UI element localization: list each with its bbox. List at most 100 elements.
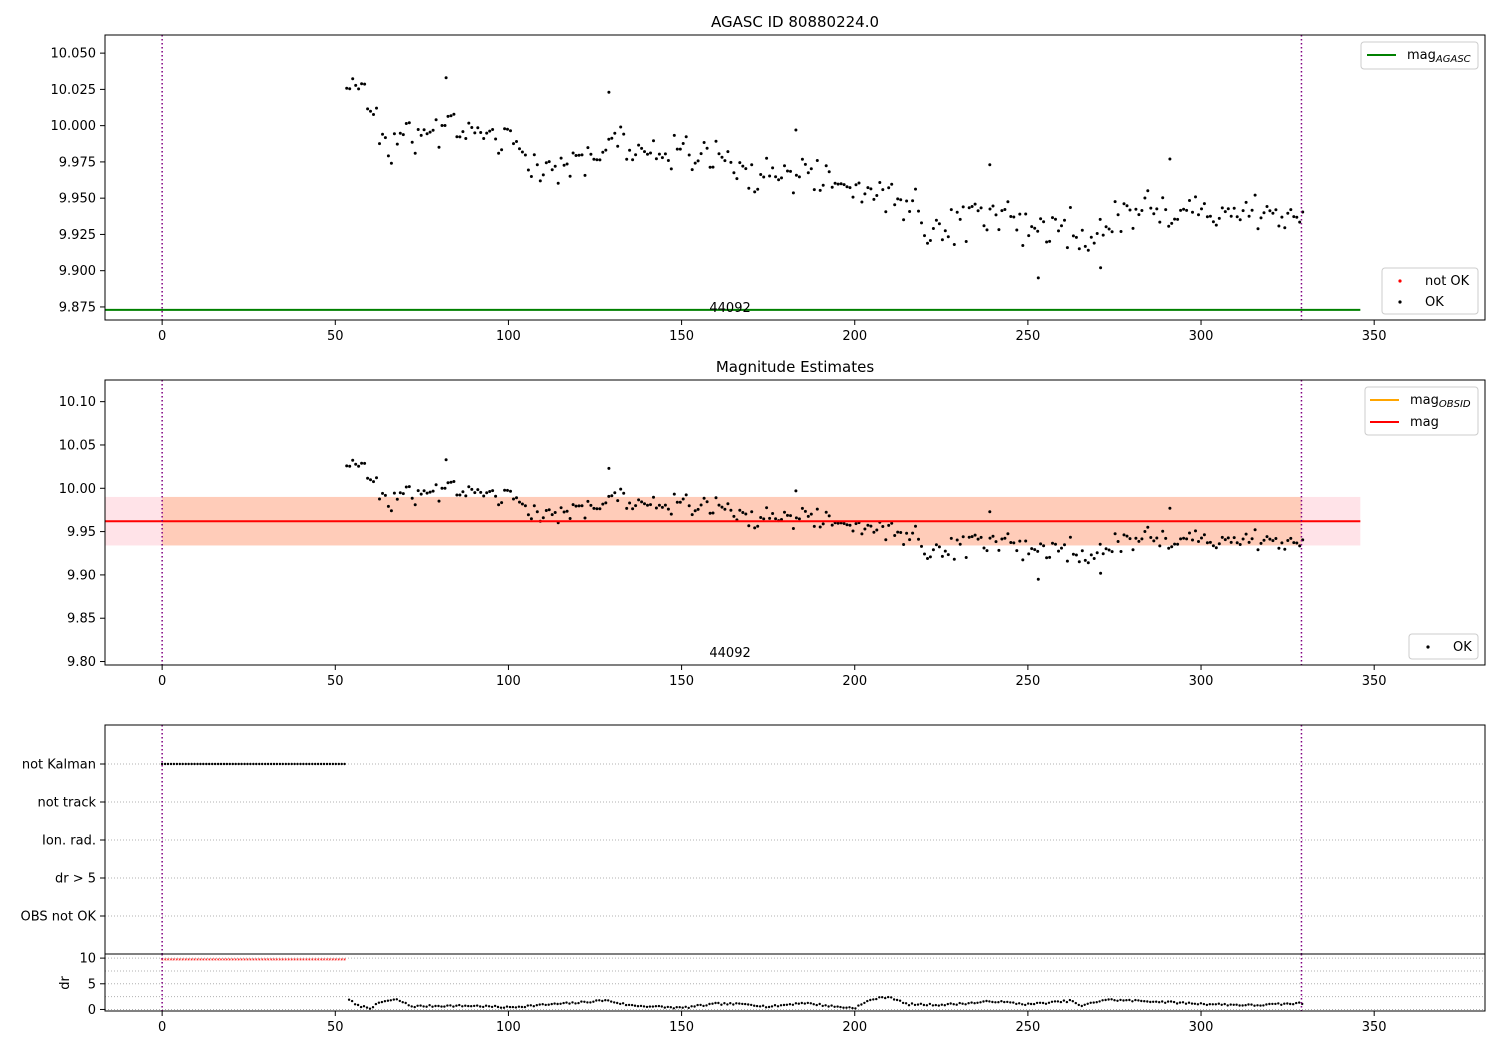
capped-dr-marker: * bbox=[255, 958, 258, 965]
dr-point bbox=[392, 998, 395, 1001]
y-tick-label: 5 bbox=[88, 977, 96, 992]
dr-point bbox=[681, 1006, 684, 1009]
data-point bbox=[699, 152, 703, 156]
data-point bbox=[928, 239, 932, 242]
data-point bbox=[455, 493, 459, 497]
data-point bbox=[845, 523, 849, 527]
y-tick-label: 10.025 bbox=[51, 83, 97, 98]
data-point bbox=[607, 494, 611, 498]
data-point bbox=[416, 128, 420, 131]
data-point bbox=[425, 491, 429, 495]
dr-point bbox=[1122, 999, 1125, 1002]
data-point bbox=[1098, 217, 1102, 221]
dr-point bbox=[452, 1005, 455, 1008]
capped-dr-marker: * bbox=[234, 958, 237, 965]
data-point bbox=[592, 157, 596, 161]
dr-point bbox=[604, 999, 607, 1002]
data-point bbox=[1086, 248, 1090, 252]
data-point bbox=[928, 555, 932, 559]
flag-point bbox=[322, 762, 326, 766]
data-point bbox=[523, 153, 527, 157]
y-tick-label: 10.05 bbox=[59, 438, 96, 453]
data-point bbox=[949, 208, 953, 212]
data-point bbox=[1229, 540, 1233, 544]
dr-point bbox=[476, 1004, 479, 1007]
data-point bbox=[404, 485, 408, 489]
dr-point bbox=[532, 1005, 535, 1008]
data-point bbox=[1030, 547, 1034, 551]
data-point bbox=[1122, 202, 1126, 206]
data-point bbox=[547, 508, 551, 512]
dr-point bbox=[1131, 1000, 1134, 1003]
dr-point bbox=[565, 1001, 568, 1004]
data-point bbox=[875, 194, 879, 197]
capped-dr-marker: * bbox=[184, 958, 187, 965]
flag-point bbox=[258, 762, 261, 766]
data-point bbox=[809, 512, 813, 516]
data-point bbox=[744, 167, 748, 171]
flag-point bbox=[240, 762, 243, 766]
capped-dr-marker: * bbox=[308, 958, 311, 965]
capped-dr-marker: * bbox=[181, 958, 184, 965]
data-point bbox=[366, 107, 370, 111]
x-tick-label: 300 bbox=[1189, 329, 1214, 344]
data-point bbox=[1122, 533, 1126, 537]
data-point bbox=[943, 549, 947, 553]
data-point bbox=[1271, 211, 1275, 215]
data-point bbox=[1223, 210, 1227, 214]
flag-point bbox=[234, 762, 237, 766]
data-point bbox=[1092, 557, 1096, 560]
flag-point bbox=[163, 762, 167, 766]
data-point bbox=[625, 157, 629, 161]
data-point bbox=[619, 487, 623, 491]
dr-point bbox=[404, 1001, 407, 1005]
dr-point bbox=[776, 1005, 780, 1008]
data-point bbox=[1295, 215, 1299, 219]
dr-point bbox=[952, 1003, 955, 1006]
data-point bbox=[422, 489, 426, 493]
data-point bbox=[428, 490, 432, 494]
data-point bbox=[1000, 209, 1004, 213]
data-point bbox=[1274, 208, 1278, 212]
panel-agasc: AGASC ID 80880224.0 0 50 100 150 200 250 300 35… bbox=[51, 13, 1486, 344]
data-point bbox=[678, 500, 682, 504]
dr-point bbox=[666, 1005, 669, 1009]
dr-point bbox=[1149, 1000, 1152, 1004]
flag-point bbox=[343, 762, 346, 766]
data-point bbox=[732, 171, 736, 175]
data-point bbox=[515, 140, 518, 143]
data-point bbox=[1113, 200, 1117, 204]
data-point bbox=[660, 505, 664, 509]
dr-point bbox=[696, 1003, 699, 1007]
data-point bbox=[1042, 220, 1046, 224]
dr-point bbox=[678, 1006, 681, 1009]
dr-point bbox=[955, 1003, 958, 1006]
data-point bbox=[1247, 214, 1251, 218]
y-tick-label: 9.900 bbox=[59, 264, 96, 279]
data-point bbox=[1182, 207, 1186, 211]
data-point bbox=[934, 218, 938, 222]
flag-point bbox=[266, 762, 270, 766]
data-point bbox=[911, 199, 915, 203]
data-point bbox=[875, 528, 879, 532]
flag-point bbox=[211, 762, 214, 766]
dr-point bbox=[1116, 999, 1119, 1002]
data-point bbox=[1211, 220, 1215, 224]
data-point bbox=[437, 499, 441, 503]
x-tick-label: 50 bbox=[327, 674, 344, 689]
dr-point bbox=[836, 1005, 839, 1008]
dr-point bbox=[568, 1002, 571, 1005]
dr-point bbox=[943, 1004, 946, 1007]
dr-point bbox=[1101, 999, 1104, 1002]
dr-point bbox=[675, 1006, 678, 1009]
dr-point bbox=[1220, 1003, 1223, 1006]
data-point bbox=[914, 187, 917, 191]
data-point bbox=[351, 77, 355, 81]
data-point bbox=[1226, 207, 1230, 211]
dr-point bbox=[1235, 1003, 1238, 1006]
dr-point bbox=[1280, 1003, 1283, 1006]
dr-point bbox=[1244, 1004, 1247, 1007]
data-point bbox=[431, 489, 435, 493]
dr-point bbox=[1143, 1000, 1146, 1003]
flag-point bbox=[319, 762, 323, 766]
